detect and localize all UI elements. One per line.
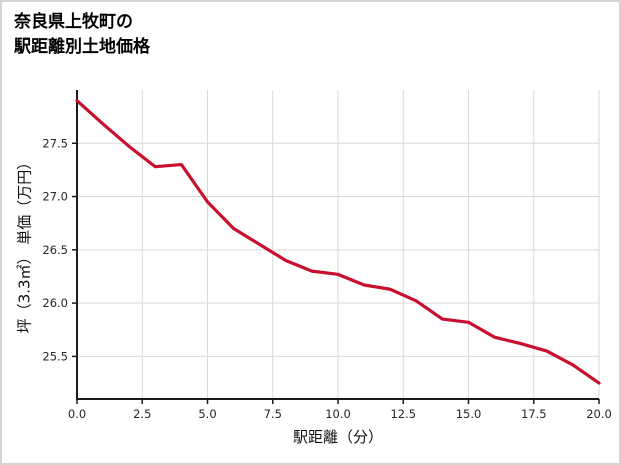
x-tick-label: 17.5 <box>521 407 547 421</box>
chart-title: 奈良県上牧町の 駅距離別土地価格 <box>14 10 150 59</box>
x-axis-label: 駅距離（分） <box>292 428 384 446</box>
y-tick-label: 27.5 <box>42 136 68 150</box>
y-axis-label: 坪（3.3㎡） 単価（万円） <box>15 154 34 334</box>
y-tick-label: 27.0 <box>42 190 68 204</box>
x-tick-label: 10.0 <box>325 407 351 421</box>
y-tick-label: 26.0 <box>42 296 68 310</box>
x-tick-label: 15.0 <box>456 407 482 421</box>
x-tick-label: 0.0 <box>68 407 86 421</box>
x-tick-label: 7.5 <box>264 407 282 421</box>
x-tick-label: 20.0 <box>586 407 612 421</box>
chart-title-line1: 奈良県上牧町の <box>14 12 133 32</box>
x-tick-label: 2.5 <box>133 407 151 421</box>
x-tick-label: 5.0 <box>198 407 216 421</box>
y-tick-label: 26.5 <box>42 243 68 257</box>
y-tick-label: 25.5 <box>42 349 68 363</box>
x-tick-label: 12.5 <box>390 407 416 421</box>
price-line <box>75 99 601 385</box>
chart-title-line2: 駅距離別土地価格 <box>14 36 150 57</box>
